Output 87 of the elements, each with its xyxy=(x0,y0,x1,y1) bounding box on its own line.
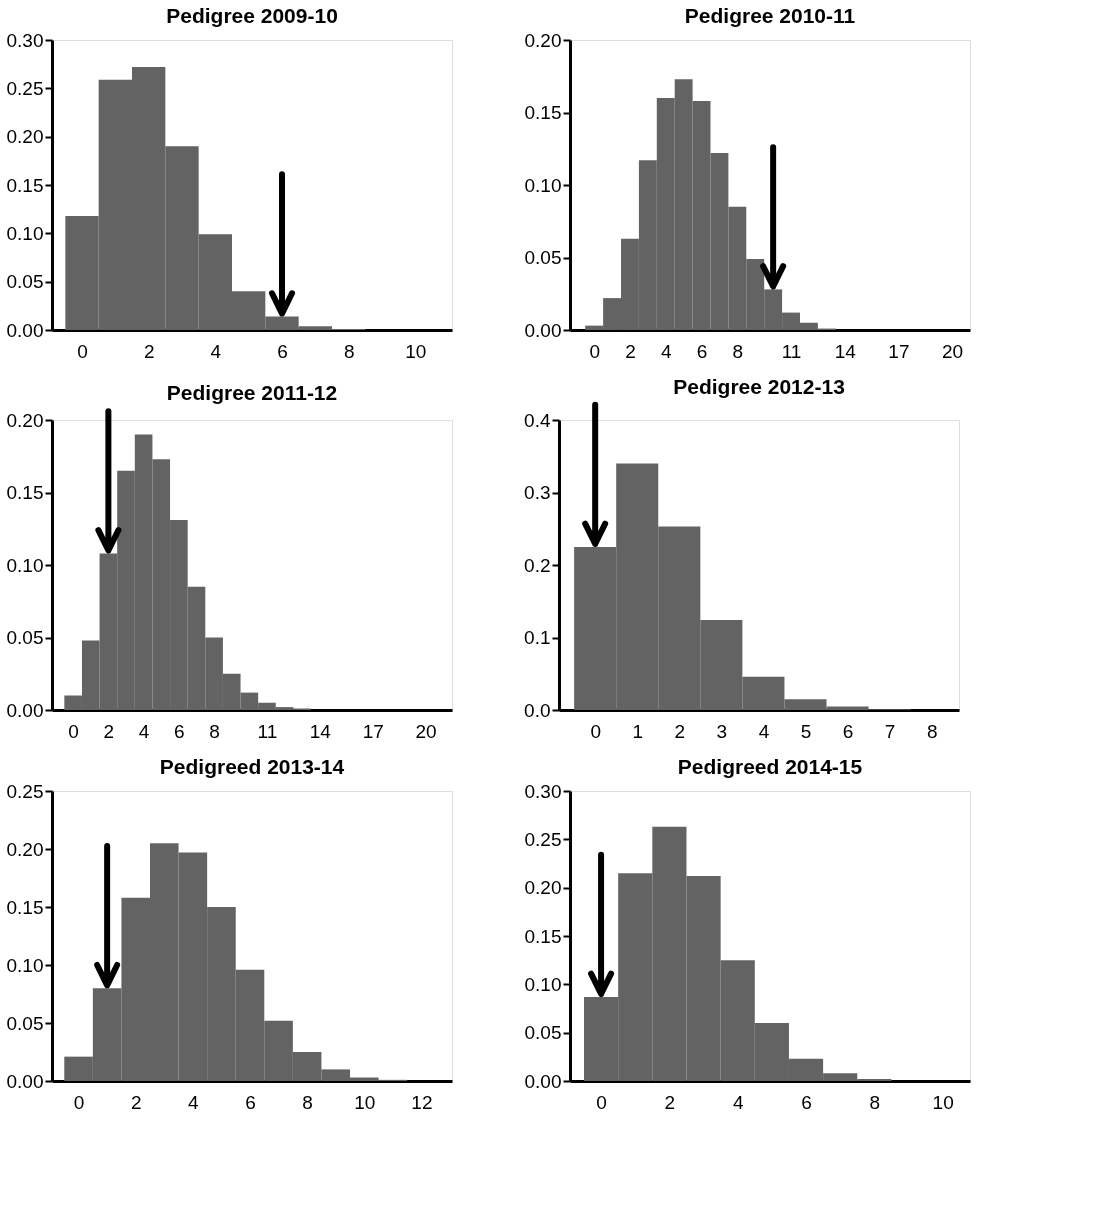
y-tick-label: 0.00 xyxy=(524,319,562,341)
y-tick-label: 0.15 xyxy=(524,925,562,947)
x-tick-label: 12 xyxy=(411,1091,433,1113)
y-tick-label: 0.00 xyxy=(524,1070,562,1092)
y-tick-label: 0.25 xyxy=(6,780,44,802)
x-tick-label: 6 xyxy=(245,1091,256,1113)
x-tick-label: 0 xyxy=(589,340,600,362)
x-tick-label: 11 xyxy=(781,340,802,362)
x-tick-label: 8 xyxy=(732,340,744,362)
x-tick-label: 2 xyxy=(103,720,115,742)
y-tick-label: 0.00 xyxy=(6,699,44,721)
x-tick-label: 8 xyxy=(926,720,938,742)
x-tick-label: 20 xyxy=(415,720,437,742)
chart-title: Pedigree 2012-13 xyxy=(673,374,845,398)
y-tick-label: 0.3 xyxy=(524,482,551,503)
y-tick-label: 0.30 xyxy=(6,29,44,51)
y-tick-label: 0.0 xyxy=(524,699,551,721)
chart-title: Pedigreed 2013-14 xyxy=(159,755,345,778)
x-tick-label: 2 xyxy=(674,720,686,742)
x-tick-label: 17 xyxy=(888,340,910,362)
y-tick-label: 0.20 xyxy=(524,877,562,899)
y-tick-label: 0.10 xyxy=(6,954,44,976)
x-tick-label: 4 xyxy=(138,720,150,742)
y-tick-label: 0.2 xyxy=(524,554,551,576)
y-tick-label: 0.00 xyxy=(6,319,44,341)
x-tick-label: 1 xyxy=(632,720,644,742)
y-tick-label: 0.20 xyxy=(6,409,44,431)
y-tick-label: 0.15 xyxy=(524,102,562,123)
x-tick-label: 14 xyxy=(309,720,332,742)
chart-title: Pedigreed 2014-15 xyxy=(677,755,863,778)
y-tick-label: 0.05 xyxy=(524,1022,562,1044)
x-tick-label: 20 xyxy=(942,340,964,362)
x-tick-label: 2 xyxy=(664,1091,676,1113)
y-tick-label: 0.20 xyxy=(6,126,44,148)
x-tick-label: 10 xyxy=(405,340,427,362)
x-tick-label: 8 xyxy=(869,1091,881,1113)
y-tick-label: 0.00 xyxy=(6,1070,44,1092)
x-tick-label: 5 xyxy=(800,720,812,742)
y-tick-label: 0.15 xyxy=(6,896,44,918)
x-tick-label: 4 xyxy=(660,340,672,362)
x-tick-label: 11 xyxy=(257,720,278,742)
y-tick-label: 0.1 xyxy=(524,627,551,648)
x-tick-label: 0 xyxy=(596,1091,607,1113)
x-tick-label: 2 xyxy=(143,340,155,362)
x-tick-label: 6 xyxy=(801,1091,812,1113)
x-tick-label: 4 xyxy=(758,720,770,742)
x-tick-label: 6 xyxy=(174,720,185,742)
y-tick-label: 0.4 xyxy=(524,409,551,431)
y-tick-label: 0.10 xyxy=(6,222,44,244)
x-tick-label: 0 xyxy=(68,720,79,742)
y-tick-label: 0.05 xyxy=(6,271,44,293)
x-tick-label: 10 xyxy=(354,1091,376,1113)
x-tick-label: 8 xyxy=(302,1091,313,1113)
y-tick-label: 0.10 xyxy=(524,973,562,995)
x-tick-label: 3 xyxy=(716,720,728,742)
y-tick-label: 0.05 xyxy=(524,247,562,268)
x-tick-label: 4 xyxy=(732,1091,744,1113)
y-tick-label: 0.20 xyxy=(6,838,44,860)
y-tick-label: 0.25 xyxy=(6,77,44,99)
y-tick-label: 0.30 xyxy=(524,780,562,802)
x-tick-label: 10 xyxy=(932,1091,954,1113)
x-tick-label: 6 xyxy=(696,340,708,362)
y-tick-label: 0.20 xyxy=(524,29,562,51)
x-tick-label: 14 xyxy=(834,340,857,362)
x-tick-label: 6 xyxy=(277,340,288,362)
chart-title: Pedigree 2009-10 xyxy=(166,4,338,27)
x-tick-label: 2 xyxy=(625,340,636,362)
x-tick-label: 8 xyxy=(343,340,355,362)
y-tick-label: 0.05 xyxy=(6,1012,44,1034)
y-tick-label: 0.25 xyxy=(524,828,562,850)
y-tick-label: 0.15 xyxy=(6,482,44,503)
x-tick-label: 8 xyxy=(209,720,220,742)
x-tick-label: 7 xyxy=(884,720,896,742)
x-tick-label: 0 xyxy=(77,340,88,362)
y-tick-label: 0.10 xyxy=(524,174,562,196)
chart-title: Pedigree 2011-12 xyxy=(166,381,338,405)
x-tick-label: 6 xyxy=(842,720,854,742)
x-tick-label: 4 xyxy=(188,1091,200,1113)
x-tick-label: 0 xyxy=(73,1091,85,1113)
y-tick-label: 0.05 xyxy=(6,627,44,648)
x-tick-label: 0 xyxy=(590,720,601,742)
x-tick-label: 17 xyxy=(362,720,384,742)
y-tick-label: 0.15 xyxy=(6,174,44,196)
y-tick-label: 0.10 xyxy=(6,554,44,576)
x-tick-label: 4 xyxy=(210,340,222,362)
x-tick-label: 2 xyxy=(130,1091,142,1113)
chart-title: Pedigree 2010-11 xyxy=(684,4,856,27)
